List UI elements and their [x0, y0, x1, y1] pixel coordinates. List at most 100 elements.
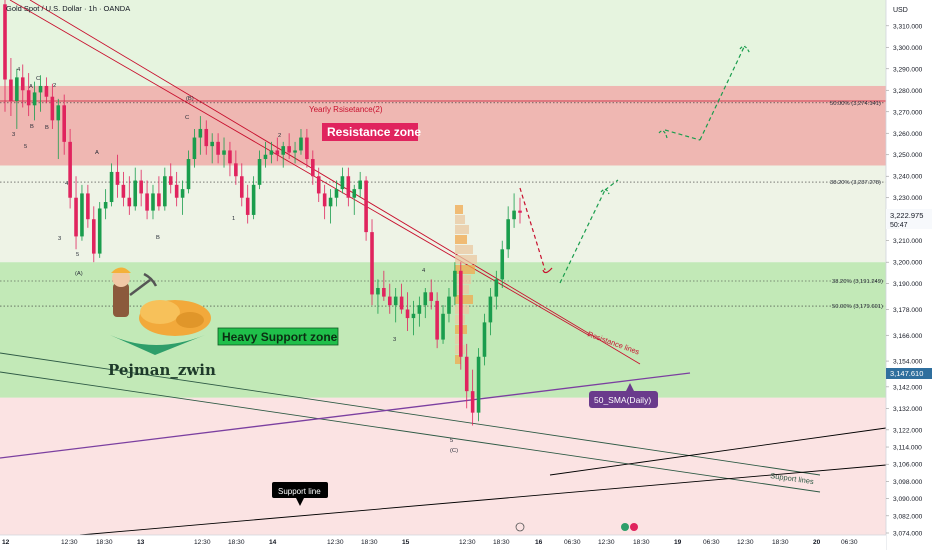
candle-body	[44, 85, 49, 97]
candle-body	[506, 219, 510, 250]
y-tick-label: 3,142.000	[893, 384, 923, 391]
wave-label: 3	[58, 236, 61, 242]
currency-label: USD	[893, 7, 908, 14]
candle-body	[464, 356, 469, 392]
candle-body	[411, 313, 416, 319]
wave-label: (C)	[450, 448, 458, 454]
trend-lines	[0, 0, 887, 536]
candle-body	[121, 184, 126, 198]
sma-line	[0, 372, 691, 459]
wave-label: 5	[76, 252, 79, 258]
candle-body	[459, 270, 463, 357]
sma-price-tag	[886, 368, 932, 379]
zone-resistance	[0, 85, 886, 166]
author-logo: Pejman_zwin	[108, 267, 216, 379]
y-tick-label: 3,240.000	[893, 174, 923, 181]
x-tick-label: 18:30	[228, 539, 245, 546]
fib-label: 38.20% (3,191.249)	[832, 279, 883, 285]
support-line-upper	[0, 352, 821, 476]
current-price-tag	[886, 209, 932, 229]
price-axis[interactable]: 3,074.000 3,082.000 3,090.000 3,098.000 3,10…	[885, 0, 932, 550]
candle-body	[263, 154, 268, 160]
volume-bar	[455, 355, 461, 364]
candle-body	[405, 309, 410, 319]
candle-body	[453, 270, 457, 297]
candle-body	[234, 163, 238, 177]
candle-body	[275, 150, 280, 155]
candle-body	[3, 4, 7, 80]
compass-icon[interactable]	[515, 522, 525, 532]
y-tick-label: 3,074.000	[893, 531, 923, 538]
resistance-zone-badge	[322, 123, 418, 141]
forecast-peak-1	[600, 188, 610, 195]
candle-body	[245, 197, 250, 215]
y-tick-label: 3,190.000	[893, 281, 923, 288]
support-line-short	[549, 427, 887, 476]
sma-label: 50_SMA(Daily)	[594, 395, 651, 405]
wave-label: C	[185, 115, 189, 121]
y-tick-label: 3,210.000	[893, 238, 923, 245]
candle-body	[316, 176, 321, 194]
candle-body	[251, 184, 256, 215]
candle-body	[38, 85, 43, 93]
wave-label: (A)	[75, 271, 83, 277]
wave-label: A	[95, 150, 99, 156]
volume-bar	[455, 225, 469, 234]
x-tick-label: 12	[2, 539, 10, 546]
wave-label: B	[156, 235, 160, 241]
candle-body	[145, 193, 149, 211]
candle-body	[429, 292, 434, 301]
y-tick-label: 3,280.000	[893, 88, 923, 95]
candle-body	[168, 176, 173, 185]
y-tick-label: 3,300.000	[893, 45, 923, 52]
y-tick-label: 3,310.000	[893, 23, 923, 30]
candle-body	[68, 141, 72, 198]
candle-body	[370, 232, 374, 295]
support-zone-badge	[217, 327, 339, 346]
candle-body	[222, 150, 226, 155]
wave-label: (B)	[186, 96, 194, 102]
candle-body	[115, 171, 120, 185]
candle-body	[228, 150, 232, 164]
forecast-peak-3	[739, 45, 751, 55]
candle-body	[210, 141, 214, 147]
volume-bar	[455, 335, 463, 344]
resistance-line-lower	[29, 0, 641, 365]
x-tick-label: 12:30	[598, 539, 615, 546]
y-tick-label: 3,154.000	[893, 359, 923, 366]
candle-body	[97, 208, 102, 254]
candle-body	[204, 128, 209, 147]
resistance-line-upper	[9, 0, 591, 337]
middle-background	[0, 165, 886, 263]
candle-body	[26, 90, 31, 106]
x-tick-label: 14	[269, 539, 277, 546]
candle-body	[15, 77, 19, 102]
candle-body	[103, 202, 108, 209]
time-axis[interactable]: 12 12:30 18:30 13 12:30 18:30 14 12:30 18:30 15 12…	[0, 534, 886, 550]
support-line-long	[79, 464, 887, 536]
y-tick-label: 3,230.000	[893, 195, 923, 202]
y-tick-label: 3,090.000	[893, 496, 923, 503]
candle-body	[328, 197, 333, 207]
sma-pointer	[626, 383, 634, 391]
author-name: Pejman_zwin	[108, 361, 216, 379]
y-tick-label: 3,114.000	[893, 445, 922, 452]
y-tick-label: 3,166.000	[893, 333, 923, 340]
wave-label: A	[29, 84, 33, 90]
miner-head	[112, 269, 130, 287]
candle-body	[358, 180, 362, 190]
candle-body	[192, 137, 197, 160]
candle-body	[518, 210, 522, 213]
candle-body	[74, 197, 78, 237]
top-background	[0, 0, 886, 86]
support-zone-label: Heavy Support zone	[222, 330, 338, 344]
candle-body	[216, 141, 220, 155]
fib-label: 50.00% (3,179.601)	[832, 304, 883, 310]
flag-icon[interactable]	[621, 523, 629, 531]
x-tick-label: 15	[402, 539, 410, 546]
flag-icon-2[interactable]	[630, 523, 638, 531]
volume-bar	[455, 245, 473, 254]
forecast-segment	[519, 187, 546, 271]
wave-label: B	[30, 124, 34, 130]
